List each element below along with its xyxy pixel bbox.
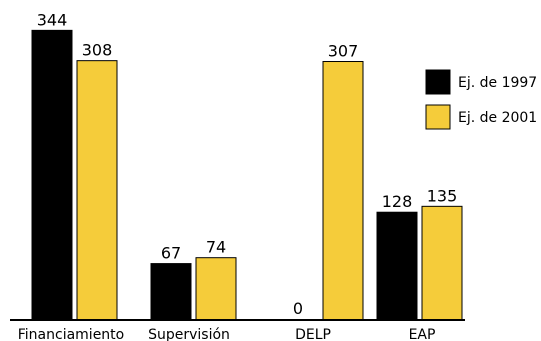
- category-label: Supervisión: [148, 327, 230, 341]
- legend-label: Ej. de 2001: [458, 110, 537, 126]
- value-label: 308: [82, 41, 113, 60]
- value-label: 67: [161, 244, 181, 263]
- value-labels-layer: 344 308 67 74 0 307 128 135: [37, 10, 458, 318]
- bar-1997-0: [31, 29, 73, 321]
- legend-swatch: [425, 104, 451, 130]
- value-label: 344: [37, 10, 68, 29]
- legend: Ej. de 1997 Ej. de 2001: [425, 69, 537, 130]
- legend-label: Ej. de 1997: [458, 75, 537, 91]
- value-label: 128: [382, 192, 413, 211]
- legend-swatch: [425, 69, 451, 95]
- bar-2001-2: [322, 61, 364, 321]
- category-label: EAP: [409, 327, 436, 341]
- category-label: DELP: [295, 327, 331, 341]
- value-label: 135: [427, 186, 458, 205]
- bar-1997-3: [376, 211, 418, 321]
- value-label: 0: [293, 299, 303, 318]
- value-label: 74: [206, 238, 226, 257]
- value-label: 307: [328, 42, 359, 61]
- category-label: Financiamiento: [18, 327, 124, 341]
- bar-2001-0: [76, 60, 118, 321]
- bar-1997-1: [150, 263, 192, 321]
- bars-layer: [31, 29, 463, 321]
- category-labels-layer: Financiamiento Supervisión DELP EAP: [18, 327, 436, 341]
- bar-2001-3: [421, 205, 463, 321]
- bar-2001-1: [195, 257, 237, 321]
